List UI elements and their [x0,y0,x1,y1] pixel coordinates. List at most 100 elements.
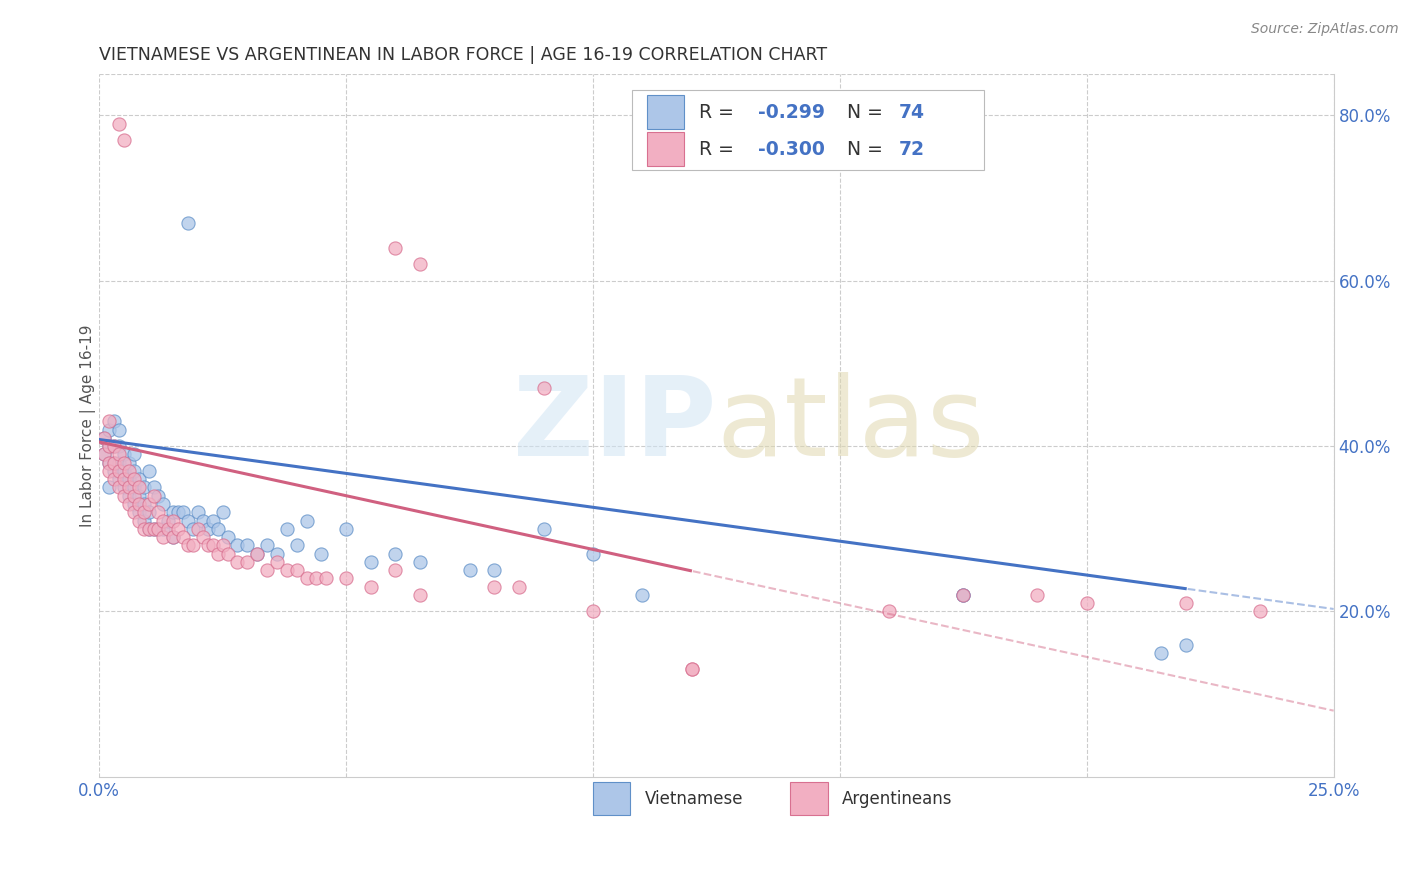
Point [142,480,165,494]
Point [172,505,194,519]
Point [142,522,165,536]
Text: N =: N = [848,140,889,159]
Point [112,133,135,147]
Point [122,505,145,519]
Point [1076,596,1098,610]
Point [582,547,605,561]
Point [311,547,333,561]
Point [118,480,141,494]
Text: 74: 74 [898,103,925,121]
Point [1026,588,1049,602]
Point [197,522,219,536]
Point [409,555,432,569]
Text: VIETNAMESE VS ARGENTINEAN IN LABOR FORCE | AGE 16-19 CORRELATION CHART: VIETNAMESE VS ARGENTINEAN IN LABOR FORCE… [100,46,827,64]
Point [142,522,165,536]
Point [177,514,200,528]
Text: Argentineans: Argentineans [842,789,953,807]
Point [128,497,150,511]
Point [132,514,155,528]
Point [197,538,219,552]
Point [276,563,298,577]
Point [181,522,204,536]
Point [266,547,288,561]
Point [142,489,165,503]
Point [207,547,229,561]
Text: ZIP: ZIP [513,372,717,479]
Point [108,117,131,131]
Point [335,571,357,585]
Point [132,505,155,519]
Point [128,472,150,486]
Point [508,580,530,594]
Point [295,571,318,585]
Point [118,497,141,511]
Point [122,447,145,461]
Point [246,547,269,561]
Point [98,414,121,428]
Point [226,555,249,569]
Point [162,530,184,544]
Point [118,456,141,470]
Point [103,439,125,453]
Point [384,547,406,561]
Y-axis label: In Labor Force | Age 16-19: In Labor Force | Age 16-19 [80,324,96,526]
Point [98,480,121,494]
Point [217,530,239,544]
Point [236,555,259,569]
Point [132,497,155,511]
Point [132,480,155,494]
Point [138,522,160,536]
FancyBboxPatch shape [633,89,984,170]
Point [108,464,131,478]
Point [98,464,121,478]
Point [108,423,131,437]
Point [187,505,209,519]
Text: R =: R = [699,140,740,159]
Point [360,580,382,594]
Point [108,480,131,494]
Point [108,439,131,453]
Point [285,563,308,577]
Point [138,522,160,536]
Point [226,538,249,552]
Point [103,456,125,470]
Point [152,514,174,528]
Point [207,522,229,536]
Point [128,505,150,519]
Point [157,522,180,536]
Point [1174,596,1197,610]
Point [172,530,194,544]
Text: Vietnamese: Vietnamese [645,789,744,807]
Point [98,439,121,453]
Point [157,514,180,528]
Point [148,522,170,536]
Point [112,480,135,494]
Point [211,505,233,519]
Text: -0.299: -0.299 [758,103,825,121]
Point [162,530,184,544]
Point [360,555,382,569]
Point [103,439,125,453]
Point [191,514,214,528]
Point [877,604,900,618]
FancyBboxPatch shape [593,781,630,815]
Point [177,216,200,230]
Point [335,522,357,536]
Point [132,522,155,536]
Point [108,447,131,461]
Point [236,538,259,552]
Point [108,456,131,470]
Point [112,456,135,470]
Point [1150,646,1173,660]
Point [112,489,135,503]
Point [98,439,121,453]
Point [162,505,184,519]
Point [181,538,204,552]
Point [103,456,125,470]
Point [191,530,214,544]
Point [167,522,190,536]
Point [201,514,224,528]
Text: -0.300: -0.300 [758,140,825,159]
Point [98,456,121,470]
Point [409,588,432,602]
